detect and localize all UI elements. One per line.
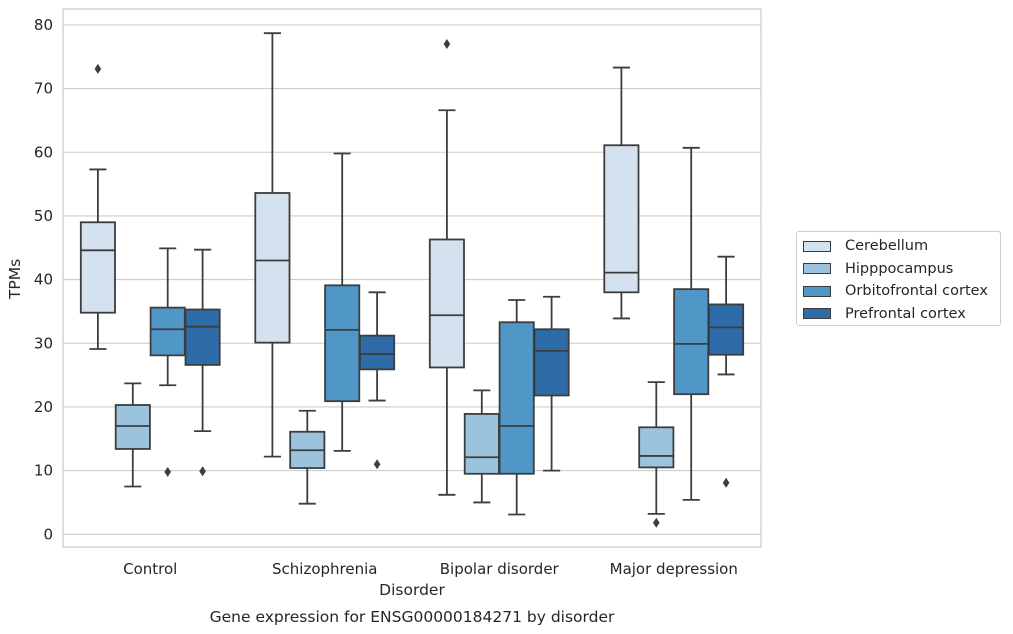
legend: Cerebellum Hipppocampus Orbitofrontal cort… <box>796 231 1001 326</box>
y-tick-label: 60 <box>34 143 53 161</box>
box-body <box>184 308 221 366</box>
y-tick-labels: 0 10 20 30 40 50 60 70 80 <box>34 16 53 543</box>
legend-swatch <box>803 308 831 320</box>
outlier-point <box>722 477 730 488</box>
outlier-point <box>373 459 381 470</box>
box-body <box>324 284 361 403</box>
box-body <box>114 404 151 450</box>
x-tick-label: Control <box>123 560 177 578</box>
legend-swatch <box>803 240 831 252</box>
y-tick-label: 20 <box>34 398 53 416</box>
box <box>638 381 675 528</box>
legend-label: Hipppocampus <box>845 260 954 277</box>
y-tick-label: 70 <box>34 80 53 98</box>
box-series <box>79 32 745 528</box>
outlier-point <box>653 517 660 528</box>
box <box>428 39 465 496</box>
box <box>463 389 500 504</box>
y-tick-label: 10 <box>34 462 53 480</box>
x-tick-label: Major depression <box>610 560 738 578</box>
box <box>533 295 570 472</box>
x-axis-title: Disorder <box>379 581 445 599</box>
box-body <box>428 238 465 369</box>
legend-item: Cerebellum <box>803 235 1000 258</box>
y-tick-label: 0 <box>43 525 53 543</box>
legend-item: Prefrontal cortex <box>803 303 1000 326</box>
box <box>708 255 745 488</box>
box <box>79 63 116 350</box>
legend-label: Prefrontal cortex <box>845 305 966 322</box>
box-body <box>533 328 570 397</box>
box <box>254 32 291 458</box>
box <box>114 382 151 488</box>
box-body <box>603 144 640 294</box>
chart-title: Gene expression for ENSG00000184271 by d… <box>210 608 615 626</box>
box-body <box>254 192 291 344</box>
outlier-point <box>443 39 451 50</box>
outlier-point <box>94 63 102 74</box>
y-tick-label: 50 <box>34 207 53 225</box>
y-tick-label: 80 <box>34 16 53 34</box>
box <box>289 409 326 505</box>
x-tick-label: Bipolar disorder <box>440 560 560 578</box>
box-body <box>149 306 186 357</box>
box <box>324 152 361 452</box>
legend-item: Hipppocampus <box>803 258 1000 281</box>
outlier-point <box>164 466 171 477</box>
box-body <box>463 413 500 475</box>
legend-swatch <box>803 285 831 297</box>
legend-label: Cerebellum <box>845 238 929 255</box>
box <box>603 66 640 320</box>
gridlines <box>63 24 761 535</box>
box <box>673 146 710 501</box>
y-tick-label: 30 <box>34 334 53 352</box>
box-body <box>498 321 535 475</box>
box <box>184 248 221 477</box>
box-body <box>638 426 675 469</box>
legend-swatch <box>803 263 831 275</box>
box <box>149 247 186 477</box>
x-tick-label: Schizophrenia <box>272 560 377 578</box>
x-tick-labels: Control Schizophrenia Bipolar disorder Majo… <box>123 560 738 578</box>
y-axis-title: TPMs <box>6 259 24 300</box>
box <box>359 291 396 470</box>
legend-item: Orbitofrontal cortex <box>803 280 1000 303</box>
legend-label: Orbitofrontal cortex <box>845 283 988 300</box>
box-body <box>673 288 710 396</box>
outlier-point <box>199 466 206 477</box>
box <box>498 299 535 516</box>
y-tick-label: 40 <box>34 271 53 289</box>
box-body <box>708 303 745 356</box>
box-body <box>79 221 116 314</box>
box-body <box>359 334 396 371</box>
